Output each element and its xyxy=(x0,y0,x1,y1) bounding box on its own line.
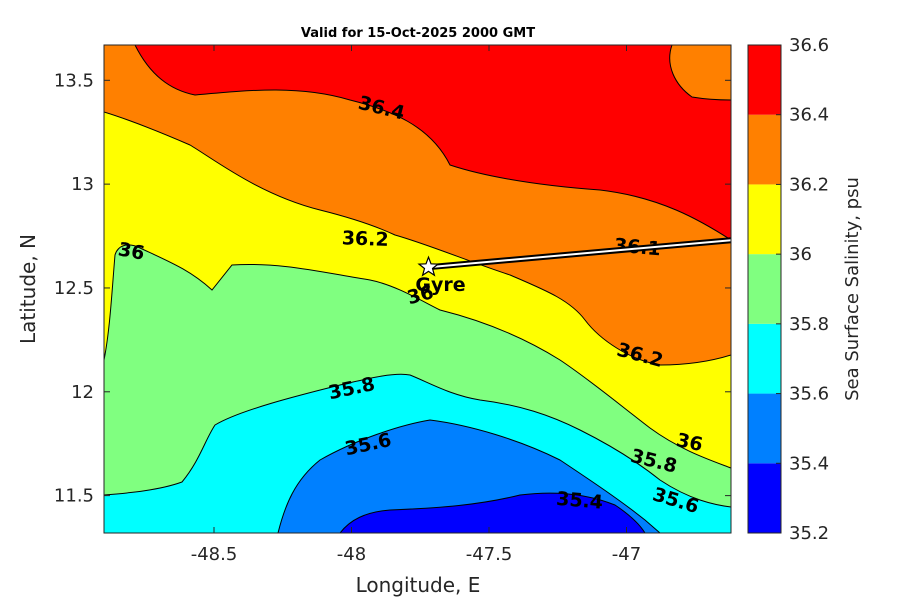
colorbar-tick-label: 35.2 xyxy=(789,523,829,544)
colorbar-tick-label: 36.2 xyxy=(789,174,829,195)
contour-label: 36 xyxy=(116,238,146,264)
colorbar-tick-label: 36.4 xyxy=(789,105,829,126)
band-35.2-35.4 xyxy=(339,492,646,533)
x-tick-label: -48.5 xyxy=(191,544,238,565)
y-tick-label: 13.5 xyxy=(54,70,94,91)
plot-frame xyxy=(103,44,732,534)
colorbar-label: Sea Surface Salinity, psu xyxy=(842,177,863,401)
marker-label: Gyre xyxy=(415,274,465,296)
contour-label: 36.2 xyxy=(341,227,389,251)
track-line xyxy=(428,239,732,269)
x-axis-ticks: -48.5 -48 -47.5 -47 xyxy=(191,45,641,565)
x-tick-label: -47 xyxy=(612,544,641,565)
x-axis-label: Longitude, E xyxy=(356,573,481,597)
colorbar-band xyxy=(748,114,781,185)
y-tick-label: 13 xyxy=(71,174,94,195)
x-tick-label: -47.5 xyxy=(466,544,513,565)
colorbar-tick-label: 35.8 xyxy=(789,314,829,335)
y-tick-label: 12 xyxy=(71,382,94,403)
track-layer: Gyre xyxy=(415,237,732,296)
colorbar-band xyxy=(748,45,781,115)
colorbar-band xyxy=(748,184,781,255)
colorbar-tick-label: 35.4 xyxy=(789,453,829,474)
x-tick-label: -48 xyxy=(337,544,366,565)
band-36.2-36.4-corner xyxy=(669,45,731,101)
colorbar-tick-label: 36 xyxy=(789,244,812,265)
y-tick-label: 12.5 xyxy=(54,278,94,299)
colorbar-band xyxy=(748,393,781,464)
colorbar-band xyxy=(748,323,781,394)
colorbar-band xyxy=(748,463,781,533)
contour-plot xyxy=(104,45,731,533)
y-tick-label: 11.5 xyxy=(54,486,94,507)
colorbar-band xyxy=(748,254,781,324)
colorbar-tick-label: 36.6 xyxy=(789,35,829,56)
gyre-star-icon xyxy=(417,255,440,277)
colorbar-tick-label: 35.6 xyxy=(789,384,829,405)
contour-label: 36 xyxy=(674,429,704,456)
colorbar: 36.6 36.4 36.2 36 35.8 35.6 35.4 35.2 xyxy=(747,35,829,544)
y-axis-ticks: 13.5 13 12.5 12 11.5 xyxy=(54,70,731,507)
y-axis-label: Latitude, N xyxy=(16,234,40,344)
colorbar-frame xyxy=(747,44,782,534)
chart-title: Valid for 15-Oct-2025 2000 GMT xyxy=(301,26,535,41)
contour-label: 35.4 xyxy=(555,488,604,514)
